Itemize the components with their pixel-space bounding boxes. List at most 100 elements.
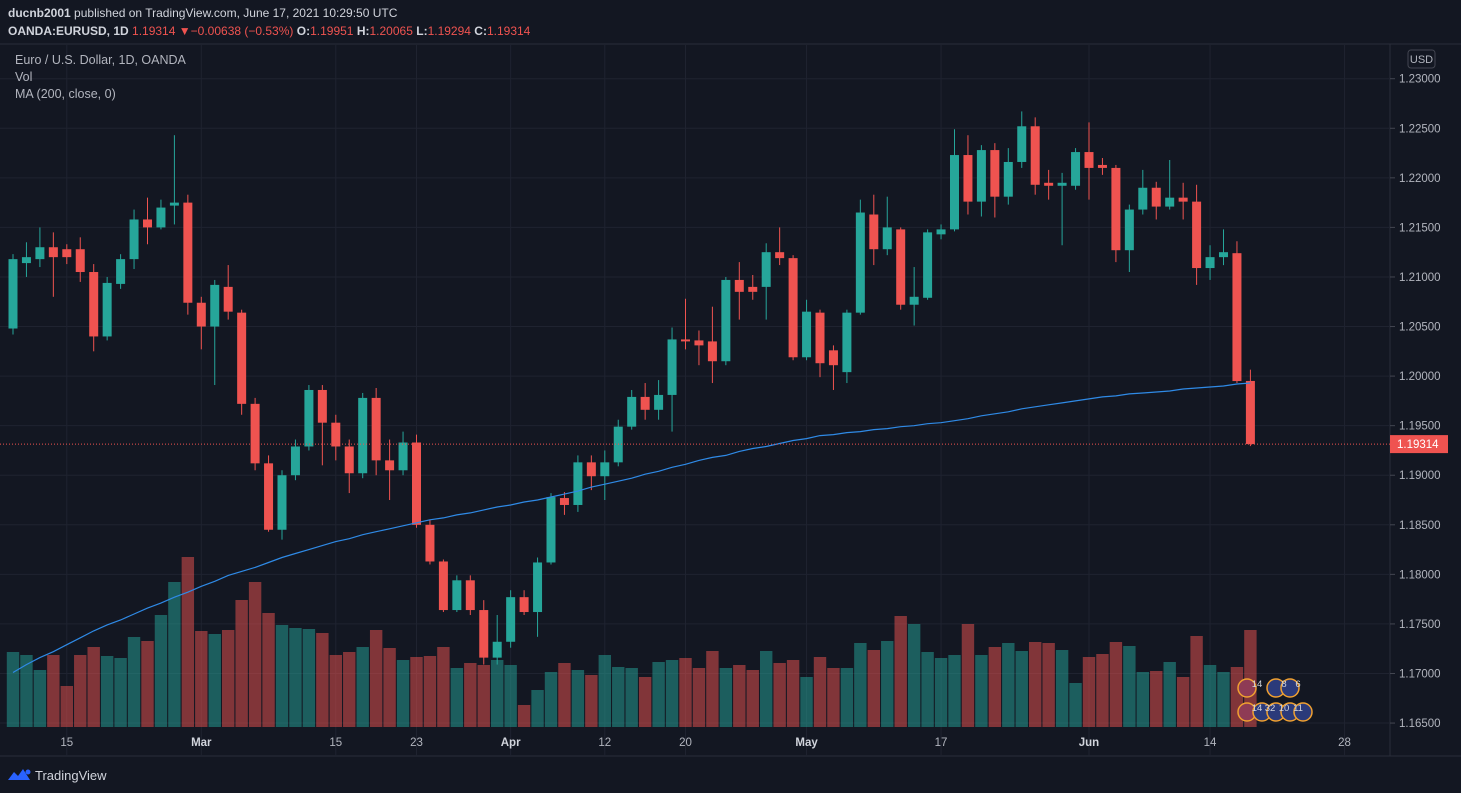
volume-bar bbox=[1069, 683, 1082, 727]
volume-bar bbox=[60, 686, 73, 727]
candle-body bbox=[412, 442, 421, 525]
candle-body bbox=[358, 397, 368, 474]
candle-body bbox=[21, 257, 31, 264]
volume-bar bbox=[867, 650, 880, 727]
candle-body bbox=[963, 155, 973, 202]
candle-body bbox=[546, 497, 556, 563]
candle-body bbox=[465, 580, 475, 611]
candle-body bbox=[775, 252, 785, 259]
currency: USD bbox=[1410, 54, 1433, 66]
volume-bar bbox=[854, 643, 867, 727]
x-tick-label: Mar bbox=[191, 737, 212, 749]
candle-body bbox=[1084, 152, 1094, 168]
volume-bar bbox=[275, 625, 289, 727]
publish-line: ducnb2001 published on TradingView.com, … bbox=[8, 4, 530, 22]
candle-body bbox=[196, 302, 206, 327]
c-value: 1.19314 bbox=[486, 24, 531, 38]
candle-body bbox=[869, 214, 879, 250]
volume-bar bbox=[383, 648, 396, 727]
event-count: 10 bbox=[1279, 703, 1290, 714]
candle-body bbox=[600, 462, 610, 477]
volume-bar bbox=[1029, 642, 1042, 727]
candle-body bbox=[398, 442, 408, 471]
candle-body bbox=[48, 247, 58, 258]
candle-body bbox=[815, 312, 825, 364]
volume-bar bbox=[1055, 650, 1069, 727]
candle-body bbox=[304, 389, 314, 447]
volume-bar bbox=[517, 705, 531, 727]
arrow: ▼ bbox=[178, 24, 191, 38]
candle-body bbox=[1097, 164, 1107, 168]
ma-line bbox=[12, 382, 1251, 674]
candle-body bbox=[855, 212, 865, 313]
candle-body bbox=[896, 229, 906, 305]
candle-body bbox=[586, 462, 596, 477]
candle-body bbox=[936, 229, 946, 235]
x-tick-label: 23 bbox=[410, 737, 423, 749]
candle-body bbox=[1232, 253, 1242, 382]
candle-body bbox=[143, 219, 152, 228]
candle-body bbox=[1205, 257, 1215, 269]
volume-bar bbox=[289, 628, 302, 727]
volume-bar bbox=[1123, 646, 1136, 727]
candle-body bbox=[169, 202, 179, 206]
volume-bar bbox=[1203, 665, 1217, 727]
candle-body bbox=[559, 498, 569, 505]
volume-bar bbox=[504, 665, 517, 727]
volume-bar bbox=[760, 651, 773, 727]
y-tick-label: 1.22000 bbox=[1399, 173, 1441, 185]
candle-body bbox=[654, 394, 664, 410]
candle-body bbox=[950, 155, 959, 230]
y-tick-label: 1.21500 bbox=[1399, 222, 1441, 234]
x-tick-label: Jun bbox=[1079, 737, 1099, 749]
volume-bar bbox=[800, 677, 813, 727]
candle-body bbox=[129, 219, 139, 260]
candle-body bbox=[264, 463, 274, 530]
volume-bar bbox=[1217, 672, 1230, 727]
volume-bar bbox=[168, 582, 181, 727]
axes: 1.16500 1.17000 1.17500 1.18000 1.18500 1.190… bbox=[60, 74, 1448, 749]
volume-bar bbox=[1190, 636, 1203, 727]
candle-body bbox=[479, 610, 489, 658]
volume-bar bbox=[396, 660, 410, 727]
volume-bar bbox=[154, 615, 168, 727]
candle-body bbox=[681, 339, 690, 342]
candle-body bbox=[1219, 252, 1228, 258]
candle-body bbox=[1151, 187, 1161, 207]
volume-bar bbox=[235, 600, 248, 727]
candle-body bbox=[1003, 161, 1013, 197]
volume-bar bbox=[988, 647, 1002, 727]
volume-bar bbox=[961, 624, 975, 727]
volume-bar bbox=[316, 633, 329, 727]
volume-bar bbox=[544, 672, 558, 727]
volume-bar bbox=[20, 655, 33, 727]
h-value: 1.20065 bbox=[369, 24, 413, 38]
volume-bar bbox=[612, 667, 625, 727]
published: published on TradingView.com, June 17, 2… bbox=[74, 6, 398, 20]
candle-body bbox=[116, 259, 126, 284]
volume-bar bbox=[840, 668, 854, 727]
volume-bar bbox=[74, 655, 87, 727]
volume-bar bbox=[598, 655, 611, 727]
volume-bar bbox=[181, 557, 195, 727]
x-tick-label: 12 bbox=[598, 737, 611, 749]
volume-bar bbox=[329, 655, 342, 727]
candle-body bbox=[721, 279, 731, 362]
candle-body bbox=[277, 475, 287, 530]
last-price-box bbox=[1390, 435, 1448, 454]
footer: TradingView bbox=[8, 764, 107, 786]
volume-bar bbox=[33, 670, 47, 727]
candle-body bbox=[909, 296, 919, 305]
volume-bar bbox=[356, 647, 369, 727]
volume-bar bbox=[6, 652, 20, 727]
candle-body bbox=[694, 340, 704, 346]
legend: Euro / U.S. Dollar, 1D, OANDA Vol MA (20… bbox=[15, 52, 186, 103]
candle-body bbox=[519, 597, 529, 613]
volume-bar bbox=[571, 670, 585, 727]
volume-bar bbox=[706, 651, 719, 727]
volume-bar bbox=[948, 655, 961, 727]
volume-bar bbox=[786, 660, 800, 727]
x-tick-label: 20 bbox=[679, 737, 692, 749]
event-count: 6 bbox=[1295, 679, 1300, 690]
volume-bar bbox=[477, 665, 490, 727]
